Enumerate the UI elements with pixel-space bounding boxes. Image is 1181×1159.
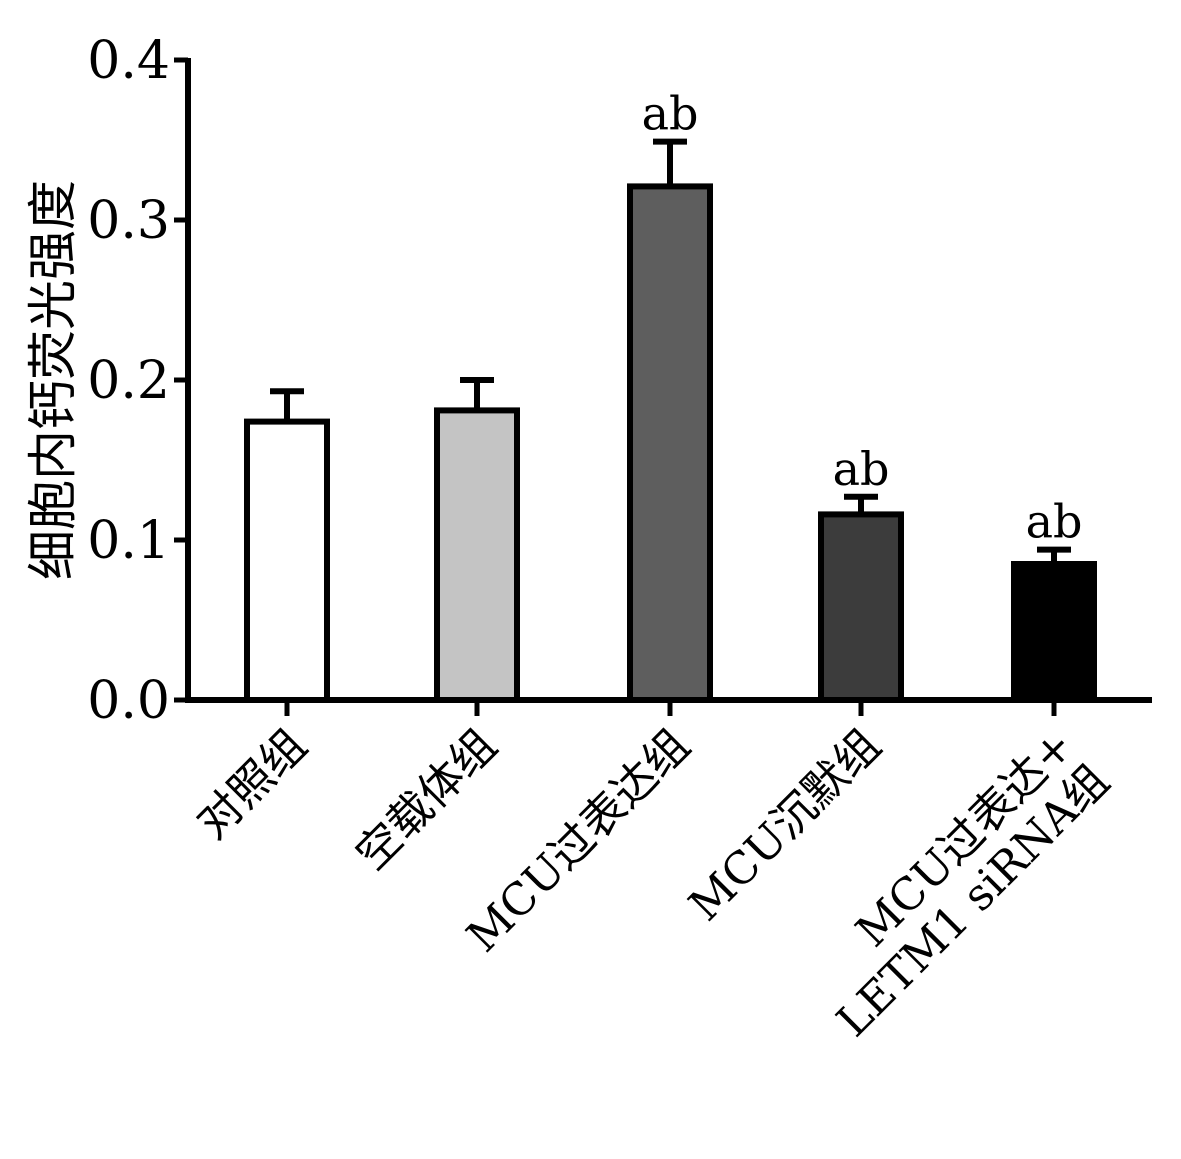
bar — [1011, 561, 1097, 703]
y-tick-label: 0.1 — [87, 511, 170, 571]
bar — [818, 511, 904, 704]
x-tick-label: 空载体组 — [346, 720, 507, 881]
significance-label: ab — [1026, 495, 1083, 549]
x-tick-label-group: MCU沉默组 — [679, 720, 890, 931]
x-tick-label-group: 空载体组 — [346, 720, 507, 881]
y-tick-label: 0.4 — [87, 31, 170, 91]
x-tick-label: MCU沉默组 — [679, 720, 890, 931]
y-tick-label: 0.3 — [87, 191, 170, 251]
significance-label: ab — [833, 442, 890, 496]
y-tick-label: 0.0 — [87, 671, 170, 731]
bar — [627, 183, 713, 703]
bar — [434, 407, 520, 703]
x-tick-label: 对照组 — [187, 720, 316, 849]
y-tick-label: 0.2 — [87, 351, 170, 411]
x-tick-label-group: 对照组 — [187, 720, 316, 849]
bar — [244, 418, 330, 703]
bars: ab ab ab — [244, 87, 1097, 704]
significance-label: ab — [642, 87, 699, 141]
y-axis-label: 细胞内钙荧光强度 — [24, 180, 82, 580]
y-ticks: 0.0 0.1 0.2 0.3 0.4 — [87, 31, 188, 731]
